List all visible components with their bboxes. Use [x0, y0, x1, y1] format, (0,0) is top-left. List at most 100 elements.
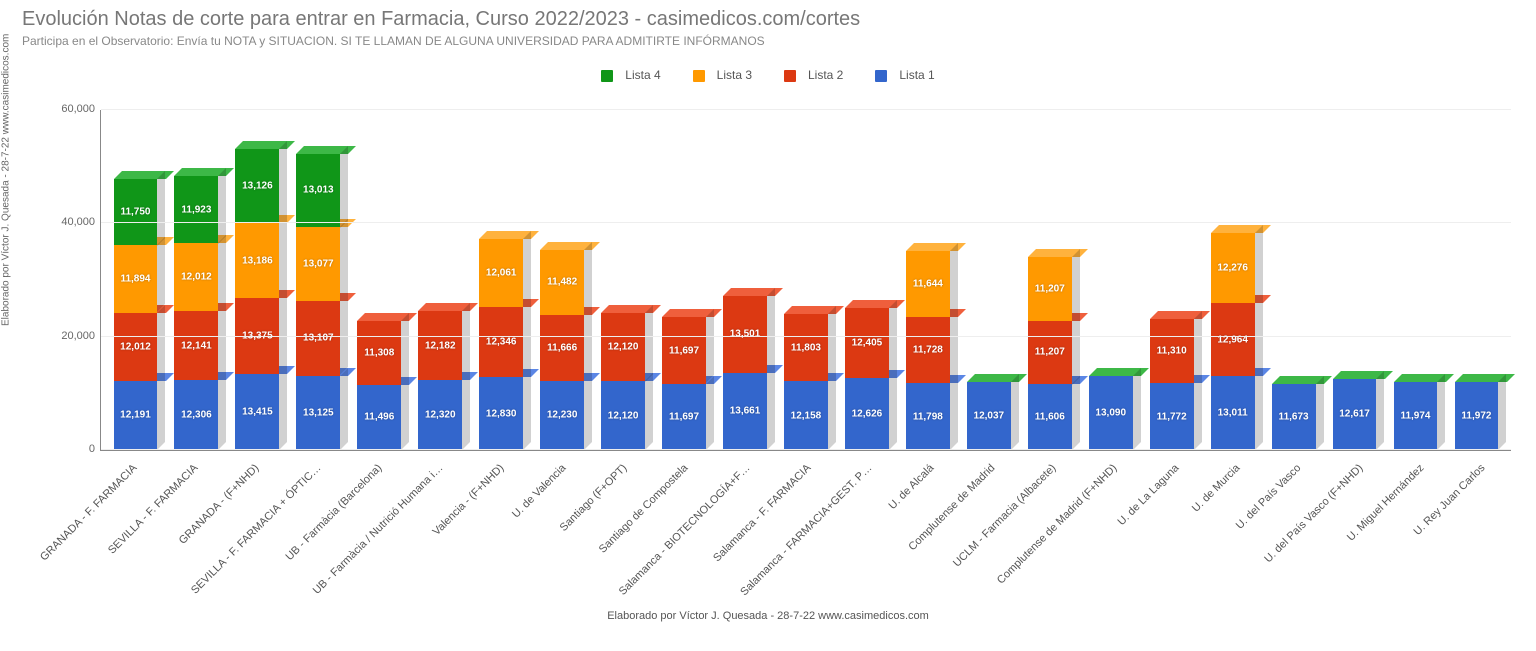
bar-value-label: 11,798	[913, 411, 943, 422]
bar: 13,090	[1089, 376, 1133, 450]
x-axis-labels: GRANADA - F. FARMACIASEVILLA - F. FARMAC…	[100, 452, 1510, 622]
bar-group: 11,972	[1446, 110, 1507, 450]
bar-segment-lista2: 11,308	[357, 321, 401, 385]
bar-segment-lista3: 12,276	[1211, 233, 1255, 303]
bar-value-label: 13,415	[242, 406, 273, 417]
bar-value-label: 12,191	[120, 410, 151, 421]
bar-value-label: 11,308	[364, 347, 394, 358]
legend-swatch	[601, 70, 613, 82]
bar-value-label: 11,923	[181, 204, 211, 215]
bar-value-label: 11,496	[364, 412, 394, 423]
bar-group: 13,01112,96412,276	[1202, 110, 1263, 450]
bar-group: 12,037	[958, 110, 1019, 450]
bar-group: 13,090	[1080, 110, 1141, 450]
x-label: Complutense de Madrid (F+NHD)	[1081, 452, 1142, 622]
bar-segment-lista4: 11,923	[174, 176, 218, 244]
bar-value-label: 12,158	[791, 410, 822, 421]
bar-segment-lista1: 13,415	[235, 374, 279, 450]
bar-value-label: 11,673	[1279, 411, 1309, 422]
bar: 11,974	[1394, 382, 1438, 450]
legend-label: Lista 3	[717, 68, 752, 82]
bar-segment-lista4: 13,013	[296, 154, 340, 228]
bar-segment-lista2: 11,803	[784, 314, 828, 381]
bar-value-label: 11,207	[1035, 283, 1065, 294]
bar-value-label: 13,107	[303, 333, 334, 344]
bar-segment-lista4: 13,126	[235, 149, 279, 223]
bar-value-label: 11,750	[120, 207, 150, 218]
bar-group: 11,60611,20711,207	[1019, 110, 1080, 450]
bar-segment-lista2: 12,182	[418, 311, 462, 380]
bar-segment-lista1: 12,626	[845, 378, 889, 450]
bar-segment-lista2: 11,728	[906, 317, 950, 383]
bar-value-label: 12,830	[486, 408, 517, 419]
bar-segment-lista3: 11,644	[906, 251, 950, 317]
legend-swatch	[693, 70, 705, 82]
legend: Lista 4Lista 3Lista 2Lista 1	[0, 68, 1536, 82]
gridline: 20,000	[101, 336, 1511, 337]
bar-segment-lista1: 12,037	[967, 382, 1011, 450]
bar-value-label: 13,125	[303, 407, 334, 418]
bar-segment-lista1: 11,496	[357, 385, 401, 450]
bar-group: 12,626 12,405	[836, 110, 897, 450]
bar-segment-lista1: 11,697	[662, 384, 706, 450]
bar-group: 11,772 11,310	[1141, 110, 1202, 450]
bar: 11,673	[1272, 384, 1316, 450]
y-tick-label: 20,000	[61, 330, 101, 342]
bar-segment-lista1: 12,320	[418, 380, 462, 450]
bar: 11,972	[1455, 382, 1499, 450]
bar-segment-lista3: 11,482	[540, 250, 584, 315]
bar-segment-lista3: 11,894	[114, 245, 158, 312]
x-label: Salamanca - FARMACIA+GEST. P…	[836, 452, 897, 622]
bars-container: 12,19112,01211,89411,75012,30612,14112,0…	[101, 110, 1511, 450]
bar: 13,01112,96412,276	[1211, 233, 1255, 450]
bar-segment-lista1: 11,974	[1394, 382, 1438, 450]
bar-value-label: 13,661	[730, 406, 761, 417]
bar-group: 12,30612,14112,01211,923	[166, 110, 227, 450]
gridline: 40,000	[101, 222, 1511, 223]
legend-item: Lista 1	[867, 68, 942, 82]
bar-value-label: 12,617	[1339, 409, 1370, 420]
bar-value-label: 11,482	[547, 277, 577, 288]
bar: 11,69711,697	[662, 317, 706, 450]
bar-group: 12,32012,182	[410, 110, 471, 450]
bar-segment-lista3: 13,077	[296, 227, 340, 301]
bar-segment-lista2: 13,107	[296, 301, 340, 375]
bar-segment-lista1: 13,090	[1089, 376, 1133, 450]
bar: 11,496 11,308	[357, 321, 401, 450]
bar: 12,12012,120	[601, 313, 645, 450]
bar-value-label: 13,077	[303, 259, 334, 270]
bar: 12,158 11,803	[784, 314, 828, 450]
legend-label: Lista 4	[625, 68, 660, 82]
chart-title: Evolución Notas de corte para entrar en …	[22, 8, 860, 31]
bar-value-label: 11,310	[1157, 346, 1187, 357]
y-tick-label: 40,000	[61, 216, 101, 228]
x-label: Valencia - (F+NHD)	[468, 452, 529, 622]
bar: 12,617	[1333, 379, 1377, 450]
bar-value-label: 13,126	[242, 181, 273, 192]
bar: 12,83012,34612,061	[479, 239, 523, 450]
x-label: U. de La Laguna	[1142, 452, 1203, 622]
bar: 11,798 11,72811,644	[906, 251, 950, 450]
bar-segment-lista1: 11,673	[1272, 384, 1316, 450]
bar: 12,626 12,405	[845, 308, 889, 450]
bar-segment-lista1: 11,606	[1028, 384, 1072, 450]
bar-group: 12,12012,120	[593, 110, 654, 450]
bar-group: 12,83012,34612,061	[471, 110, 532, 450]
bar-value-label: 11,666	[547, 342, 577, 353]
bar-value-label: 12,120	[608, 410, 639, 421]
bar-segment-lista1: 13,661	[723, 373, 767, 450]
bar-segment-lista1: 13,125	[296, 376, 340, 450]
bar-segment-lista2: 11,310	[1150, 319, 1194, 383]
bar-segment-lista1: 12,191	[114, 381, 158, 450]
bar: 12,30612,14112,01211,923	[174, 176, 218, 450]
bar-value-label: 12,405	[852, 338, 883, 349]
bar-value-label: 13,186	[242, 255, 273, 266]
bar-segment-lista2: 12,405	[845, 308, 889, 378]
bar-value-label: 11,772	[1157, 411, 1187, 422]
bar-segment-lista2: 12,141	[174, 311, 218, 380]
bar-value-label: 12,037	[974, 410, 1005, 421]
bar: 13,125 13,107 13,077 13,013	[296, 154, 340, 450]
legend-swatch	[875, 70, 887, 82]
bar-segment-lista2: 11,207	[1028, 321, 1072, 385]
bar-value-label: 12,141	[181, 340, 212, 351]
